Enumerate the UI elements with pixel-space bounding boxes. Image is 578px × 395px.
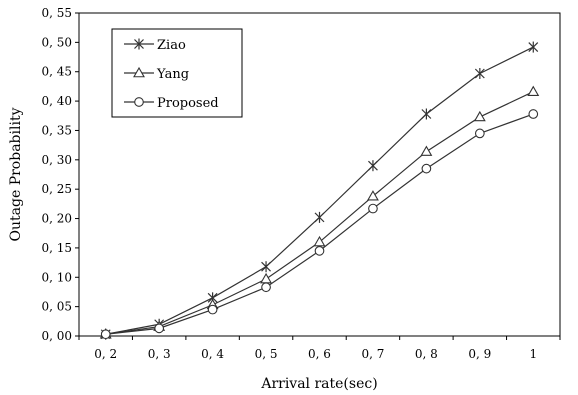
data-point	[529, 110, 538, 119]
series-line	[106, 114, 534, 334]
x-axis: 0, 2 0, 3 0, 4 0, 5 0, 6 0, 7 0, 8 0, 9 1	[79, 336, 560, 361]
x-tick-label: 1	[529, 347, 537, 361]
y-tick-label: 0, 50	[41, 35, 72, 49]
y-tick-label: 0, 55	[41, 6, 72, 20]
legend-label: Proposed	[157, 96, 219, 111]
x-tick-label: 0, 4	[201, 347, 224, 361]
x-tick-label: 0, 3	[148, 347, 171, 361]
y-tick-label: 0, 10	[41, 270, 72, 284]
legend-label: Yang	[156, 67, 189, 82]
data-point	[369, 204, 378, 213]
data-point	[422, 164, 431, 173]
y-axis-title: Outage Probability	[8, 107, 24, 241]
data-point	[261, 274, 271, 283]
data-point	[208, 305, 217, 314]
y-tick-label: 0, 30	[41, 153, 72, 167]
data-point	[421, 147, 431, 156]
x-tick-label: 0, 2	[94, 347, 117, 361]
x-axis-title: Arrival rate(sec)	[260, 376, 377, 392]
x-tick-label: 0, 5	[255, 347, 278, 361]
data-point	[155, 324, 164, 333]
data-point	[101, 330, 110, 339]
x-tick-label: 0, 8	[415, 347, 438, 361]
data-point	[315, 247, 324, 256]
data-point	[262, 283, 271, 292]
data-point	[476, 129, 485, 138]
y-tick-label: 0, 45	[41, 65, 72, 79]
legend: Ziao Yang Proposed	[112, 29, 242, 117]
legend-label: Ziao	[157, 38, 186, 53]
x-tick-label: 0, 7	[361, 347, 384, 361]
y-tick-label: 0, 40	[41, 94, 72, 108]
x-tick-label: 0, 6	[308, 347, 331, 361]
y-axis: 0, 00 0, 05 0, 10 0, 15 0, 20 0, 25 0, 30 0, 35…	[41, 6, 79, 343]
y-tick-label: 0, 00	[41, 329, 72, 343]
y-tick-label: 0, 15	[41, 241, 72, 255]
y-tick-label: 0, 35	[41, 123, 72, 137]
series-proposed	[101, 110, 537, 339]
data-point	[475, 112, 485, 121]
y-tick-label: 0, 20	[41, 212, 72, 226]
y-tick-label: 0, 25	[41, 182, 72, 196]
y-tick-label: 0, 05	[41, 300, 72, 314]
data-point	[528, 87, 538, 96]
x-tick-label: 0, 9	[468, 347, 491, 361]
legend-marker	[135, 98, 144, 107]
